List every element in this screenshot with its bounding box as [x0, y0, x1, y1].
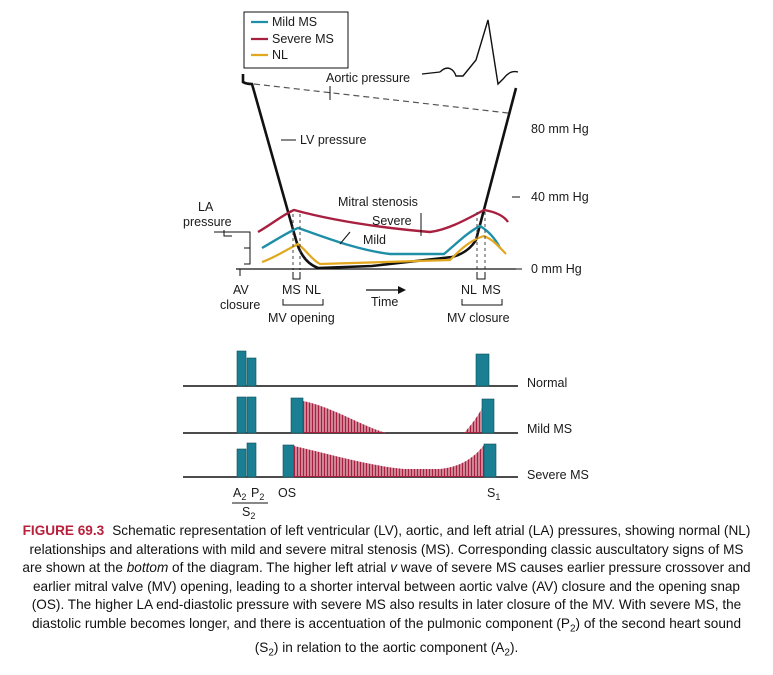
la-bracket-brace: [223, 230, 232, 237]
figure-number: FIGURE 69.3: [22, 523, 105, 538]
time-arrow-head: [398, 286, 406, 294]
mv-closure-label: MV closure: [447, 311, 510, 325]
caption-text-11: ).: [509, 640, 519, 656]
caption-text-2: bottom: [126, 560, 169, 576]
figure-caption: FIGURE 69.3 Schematic representation of l…: [20, 522, 753, 664]
mild-os-block: [290, 397, 304, 434]
nl-open-label: NL: [305, 283, 321, 297]
aortic-pressure-label: Aortic pressure: [326, 71, 410, 85]
mv-closure-ticks: [476, 272, 486, 280]
time-label: Time: [371, 295, 398, 309]
phono-row-mild: Mild MS: [527, 422, 572, 436]
la-mild-curve: [261, 224, 502, 256]
mild-label: Mild: [363, 233, 386, 247]
mv-closure-bracket: [461, 299, 503, 306]
legend-nl-label: NL: [272, 48, 288, 62]
p2-label: P2: [251, 486, 264, 502]
s1-label: S1: [487, 486, 500, 502]
caption-text-4: v: [390, 560, 397, 576]
ms-close-label: MS: [482, 283, 501, 297]
caption-text-9: ) in relation to the aortic component (A: [273, 640, 505, 656]
aortic-pressure-line: [253, 83, 509, 114]
scale-0: 0 mm Hg: [531, 262, 582, 276]
legend: Mild MS Severe MS NL: [243, 11, 349, 69]
mv-opening-ticks: [292, 272, 301, 280]
av-label: AV: [233, 283, 249, 297]
lv-pressure-label: LV pressure: [300, 133, 367, 147]
caption-text-7: ) of the second heart sound (S: [254, 615, 742, 656]
la-severe-curve: [257, 208, 509, 234]
mv-opening-bracket: [282, 299, 324, 306]
normal-a2-block: [236, 350, 247, 387]
av-label-2: closure: [220, 298, 260, 312]
caption-text-6: 2: [569, 623, 576, 635]
caption-text-8: 2: [268, 648, 274, 659]
severe-p2-block: [246, 442, 257, 478]
mild-presystolic: [464, 408, 482, 433]
caption-text-10: 2: [504, 648, 510, 659]
mild-a2-block: [236, 396, 247, 434]
aortic-pressure-leader-2: [421, 71, 441, 75]
phono-row-severe: Severe MS: [527, 468, 589, 482]
normal-p2-block: [246, 357, 257, 387]
mild-rumble: [303, 401, 386, 433]
rumble-stripes: [295, 398, 483, 476]
la-label-line1: LA: [198, 200, 214, 214]
normal-s1-block: [475, 353, 490, 387]
mitral-stenosis-label: Mitral stenosis: [338, 195, 418, 209]
severe-os-block: [282, 444, 295, 478]
severe-label: Severe: [372, 214, 412, 228]
pressure-diagram: Mild MS Severe MS NL Aortic pressure LV …: [183, 11, 589, 520]
legend-severe-label: Severe MS: [272, 32, 334, 46]
scale-80: 80 mm Hg: [531, 122, 589, 136]
caption-text-3: of the diagram. The higher left atrial: [168, 560, 391, 576]
a2-label: A2: [233, 486, 246, 502]
la-nl-curve: [261, 234, 507, 266]
mild-leader: [339, 231, 351, 245]
valve-event-markers: [292, 212, 486, 270]
severe-s1-block: [483, 443, 497, 478]
ecg-trace: [439, 19, 519, 86]
s2-label: S2: [242, 505, 255, 520]
mv-opening-label: MV opening: [268, 311, 335, 325]
la-label-line2: pressure: [183, 215, 232, 229]
caption-text-1: Schematic representation of left ventric…: [22, 523, 751, 576]
mild-s1-block: [481, 398, 495, 434]
nl-close-label: NL: [461, 283, 477, 297]
mild-p2-block: [246, 396, 257, 434]
os-label: OS: [278, 486, 296, 500]
scale-40: 40 mm Hg: [531, 190, 589, 204]
legend-mild-label: Mild MS: [272, 15, 317, 29]
lv-pressure-curve: [241, 74, 518, 270]
phono-row-normal: Normal: [527, 376, 567, 390]
severe-rumble: [294, 445, 484, 477]
caption-text-5: wave of severe MS causes earlier pressur…: [31, 560, 751, 631]
la-bracket: [214, 231, 251, 265]
severe-a2-block: [236, 448, 247, 478]
ms-open-label: MS: [282, 283, 301, 297]
phonocardiogram: Normal Mild MS Severe MS A2 P2 S2 OS S1: [183, 350, 589, 520]
